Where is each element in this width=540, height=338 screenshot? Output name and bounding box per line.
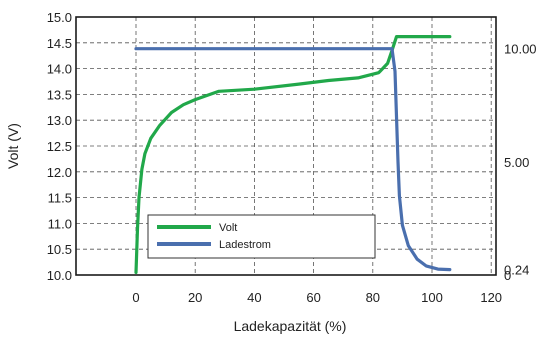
y-tick-label: 13.5 [47, 87, 72, 102]
x-tick-label: 120 [480, 290, 502, 305]
legend-label-volt: Volt [219, 222, 237, 234]
series-line-ladestrom [134, 47, 452, 272]
y2-axis-ticks: 10.00 5.00 0.240 [504, 42, 537, 283]
legend-label-ladestrom: Ladestrom [219, 239, 271, 251]
y-tick-label: 15.0 [47, 10, 72, 25]
y-tick-label: 12.0 [47, 165, 72, 180]
series-group [134, 34, 452, 274]
y-tick-label: 12.5 [47, 139, 72, 154]
y-axis-ticks: 10.0 10.5 11.0 11.5 12.0 12.5 13.0 13.5 14.0 14.5… [47, 10, 72, 283]
x-tick-label: 0 [132, 290, 139, 305]
y-tick-label: 11.0 [48, 216, 72, 231]
y-tick-label: 14.0 [47, 62, 72, 77]
x-axis-title: Ladekapazität (%) [234, 318, 347, 334]
x-tick-label: 100 [421, 290, 443, 305]
y2-tick-label: 10.00 [504, 42, 537, 57]
x-axis-ticks: 0 20 40 60 80 100 120 [132, 290, 502, 305]
y-tick-label: 10.0 [47, 268, 72, 283]
y-tick-label: 10.5 [47, 242, 72, 257]
x-tick-label: 60 [306, 290, 320, 305]
grid [76, 17, 496, 275]
x-tick-label: 20 [188, 290, 202, 305]
x-tick-label: 40 [247, 290, 261, 305]
plot-frame [75, 16, 497, 276]
y2-tick-label: 0 [504, 268, 511, 283]
legend: Volt Ladestrom [147, 214, 376, 259]
y-tick-label: 13.0 [47, 113, 72, 128]
legend-box [147, 214, 376, 259]
y-tick-label: 11.5 [48, 191, 72, 206]
y2-tick-label: 0.24 [504, 263, 529, 278]
series-line-volt [134, 34, 452, 274]
y-tick-label: 14.5 [47, 36, 72, 51]
x-tick-label: 80 [366, 290, 380, 305]
y2-tick-label: 5.00 [504, 155, 529, 170]
y-axis-title: Volt (V) [5, 123, 21, 169]
